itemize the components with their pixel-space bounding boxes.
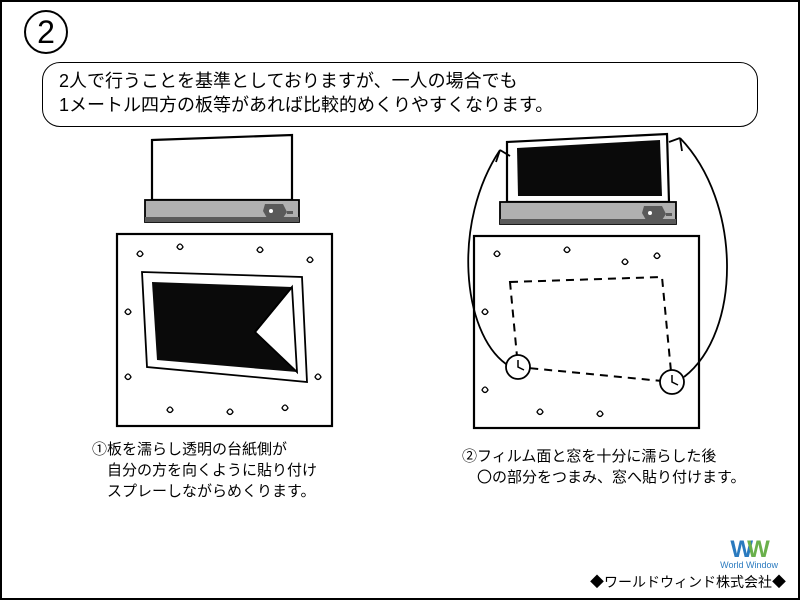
- footer-text: ◆ワールドウィンド株式会社◆: [590, 574, 786, 590]
- footer-company: ◆ワールドウィンド株式会社◆: [590, 572, 786, 592]
- step-number-text: 2: [37, 14, 55, 51]
- film-shape-left: [152, 282, 297, 372]
- right-caption: ②フィルム面と窓を十分に濡らした後 〇の部分をつまみ、窓へ貼り付けます。: [422, 446, 752, 488]
- grab-points: [506, 355, 684, 394]
- droplets-right: [482, 247, 660, 417]
- panel-right: ②フィルム面と窓を十分に濡らした後 〇の部分をつまみ、窓へ貼り付けます。: [422, 132, 752, 492]
- film-dashed-outline: [510, 277, 672, 382]
- left-caption-text: ①板を濡らし透明の台紙側が 自分の方を向くように貼り付け スプレーしながらめくり…: [92, 441, 317, 500]
- window-icon-right: [500, 134, 676, 224]
- right-caption-text: ②フィルム面と窓を十分に濡らした後 〇の部分をつまみ、窓へ貼り付けます。: [462, 448, 746, 486]
- board-frame-right: [474, 236, 699, 428]
- brand-logo: WW World Window: [720, 540, 778, 570]
- right-diagram: [422, 132, 762, 442]
- panel-left: ①板を濡らし透明の台紙側が 自分の方を向くように貼り付け スプレーしながらめくり…: [57, 132, 387, 492]
- tip-callout: 2人で行うことを基準としておりますが、一人の場合でも 1メートル四方の板等があれ…: [42, 62, 758, 127]
- sprayer-icon-left: [145, 135, 299, 222]
- logo-ww-icon: WW: [730, 540, 767, 560]
- step-number-badge: 2: [24, 10, 68, 54]
- left-caption: ①板を濡らし透明の台紙側が 自分の方を向くように貼り付け スプレーしながらめくり…: [57, 439, 387, 502]
- left-diagram: [57, 132, 387, 442]
- tip-text: 2人で行うことを基準としておりますが、一人の場合でも 1メートル四方の板等があれ…: [59, 71, 553, 115]
